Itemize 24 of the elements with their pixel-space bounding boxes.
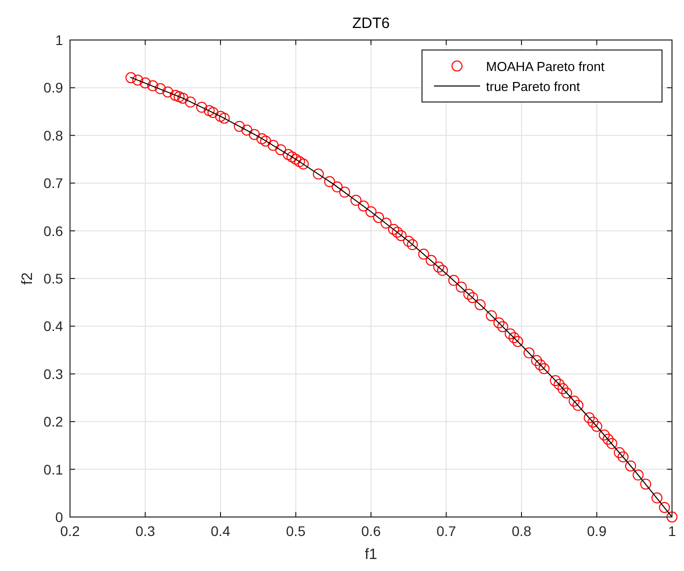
chart-title: ZDT6: [352, 15, 390, 32]
y-tick-label: 0.8: [44, 127, 64, 144]
y-tick-label: 0.3: [44, 366, 64, 382]
y-tick-label: 0.2: [44, 414, 64, 430]
y-tick-label: 0.4: [44, 318, 64, 334]
x-tick-label: 0.4: [210, 523, 230, 539]
y-tick-label: 1: [55, 32, 64, 48]
x-tick-label: 0.9: [587, 523, 607, 539]
x-tick-label: 0.3: [136, 523, 156, 539]
y-tick-label: 0.9: [44, 80, 64, 96]
y-tick-label: 0.7: [44, 175, 64, 192]
legend-label: true Pareto front: [486, 79, 580, 94]
x-tick-label: 0.6: [361, 523, 381, 539]
x-axis-title: f1: [364, 546, 378, 563]
y-axis-title: f2: [19, 272, 36, 285]
y-tick-label: 0.1: [44, 461, 64, 478]
y-tick-label: 0: [55, 509, 64, 525]
y-tick-label: 0.6: [44, 222, 64, 239]
x-tick-label: 0.7: [436, 523, 456, 539]
x-tick-label: 0.5: [286, 523, 306, 539]
y-tick-label: 0.5: [44, 270, 64, 286]
legend-label: MOAHA Pareto front: [486, 59, 605, 74]
x-tick-label: 0.8: [512, 523, 532, 539]
x-tick-label: 1: [668, 523, 676, 539]
